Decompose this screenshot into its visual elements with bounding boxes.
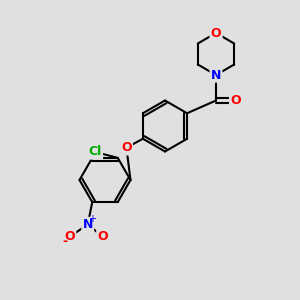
Text: O: O: [98, 230, 108, 243]
Text: N: N: [82, 218, 93, 231]
Text: O: O: [211, 26, 221, 40]
Text: N: N: [211, 68, 221, 82]
Text: Cl: Cl: [88, 146, 102, 158]
Text: O: O: [121, 141, 132, 154]
Text: -: -: [63, 235, 68, 248]
Text: +: +: [88, 214, 96, 224]
Text: O: O: [230, 94, 241, 107]
Text: O: O: [64, 230, 75, 243]
